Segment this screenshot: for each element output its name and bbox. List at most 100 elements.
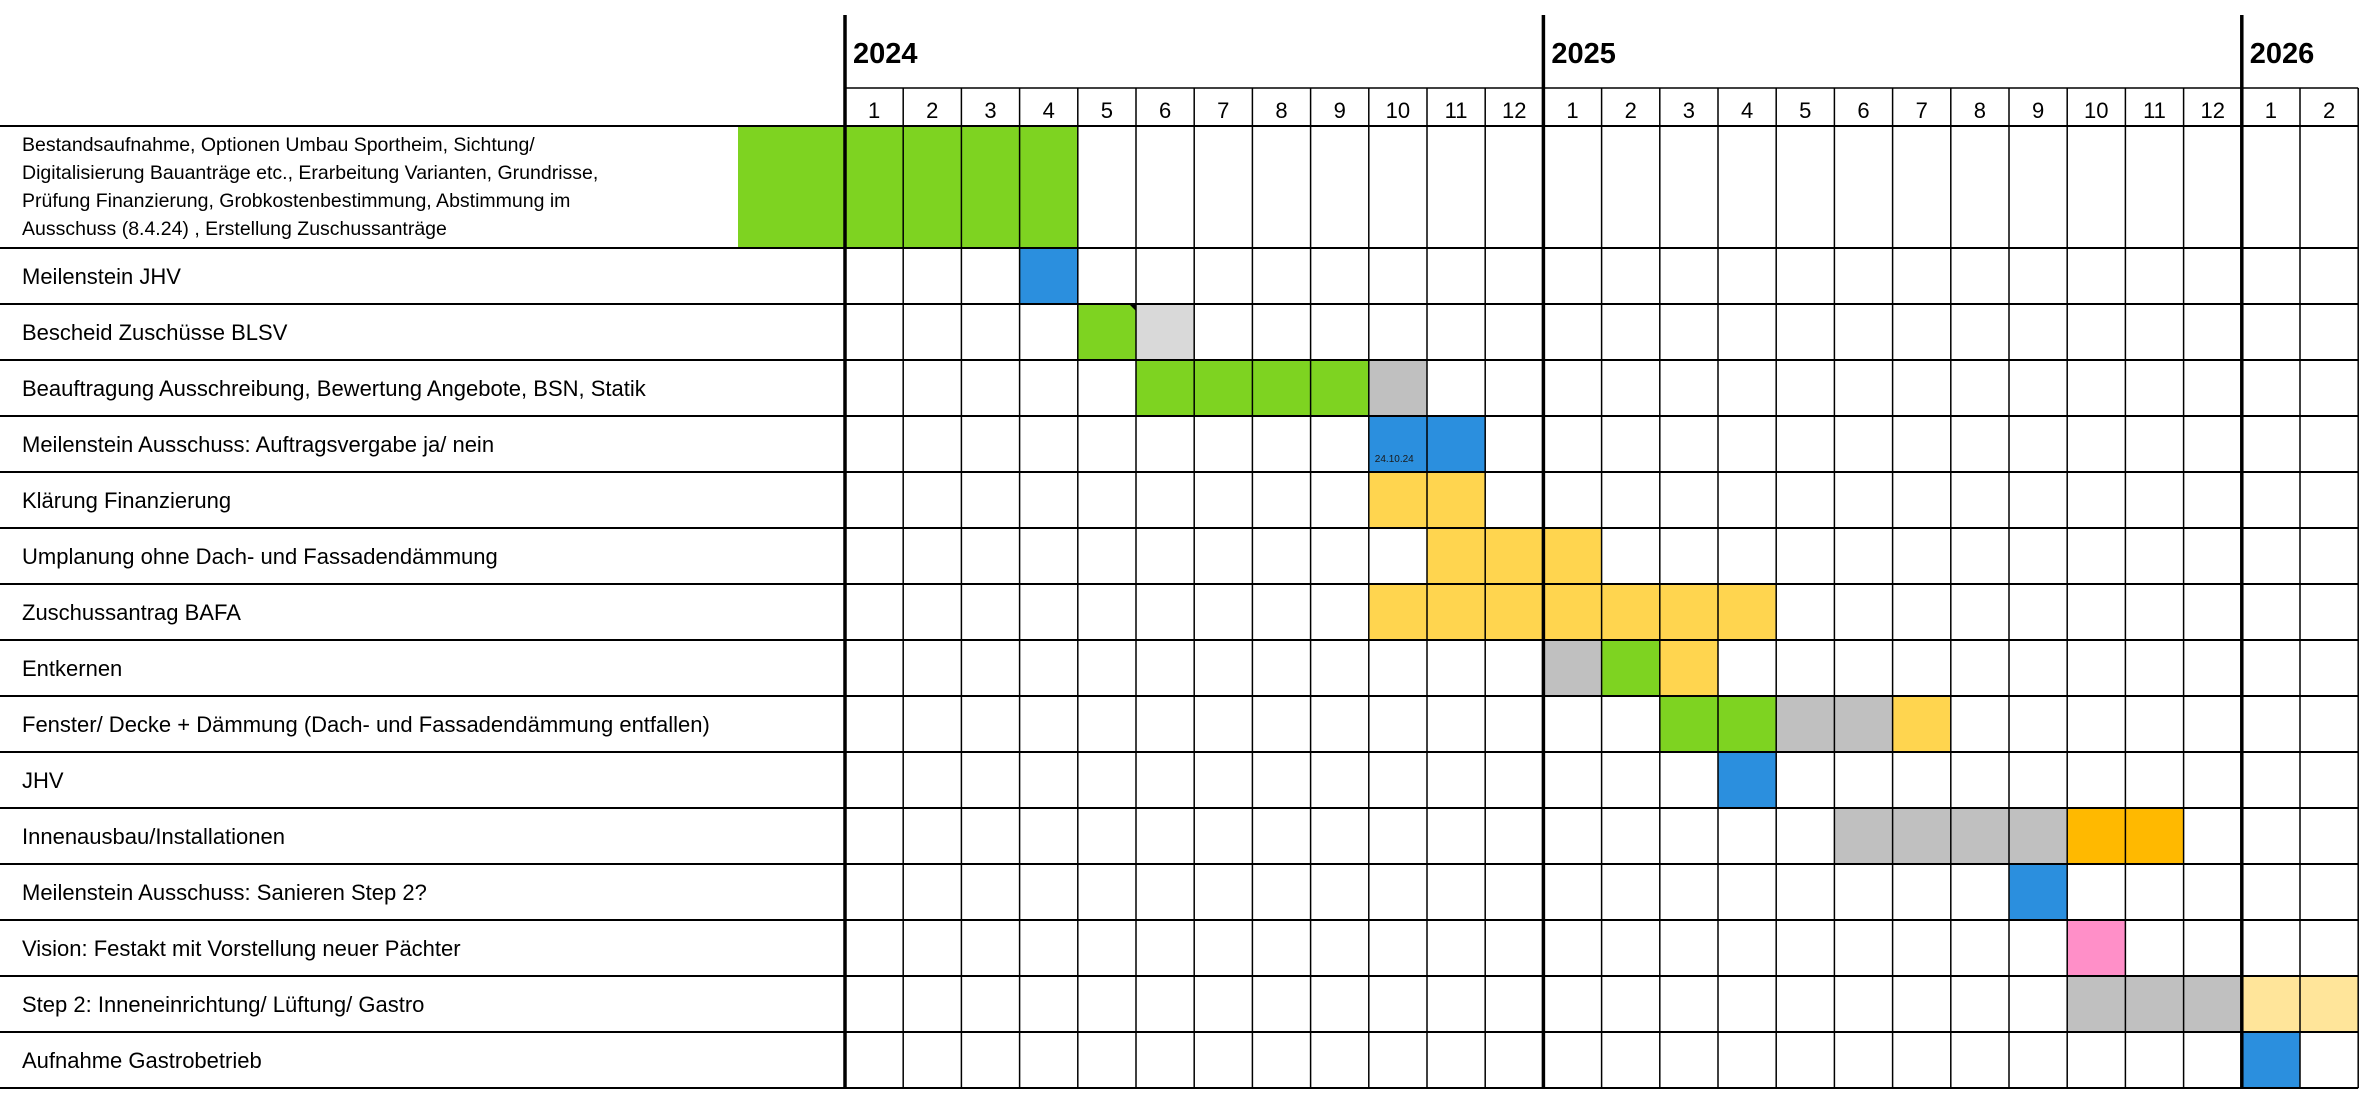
month-label: 5 bbox=[1101, 98, 1113, 123]
task-label: Fenster/ Decke + Dämmung (Dach- und Fass… bbox=[22, 712, 710, 737]
gantt-cell bbox=[1659, 584, 1718, 640]
gantt-cell bbox=[1136, 304, 1195, 360]
month-label: 9 bbox=[1334, 98, 1346, 123]
cells-layer bbox=[738, 126, 2359, 1088]
gantt-cell bbox=[1543, 640, 1602, 696]
gantt-cell bbox=[961, 126, 1020, 248]
gantt-cell bbox=[1659, 640, 1718, 696]
gantt-cell bbox=[2183, 976, 2242, 1032]
month-label: 7 bbox=[1916, 98, 1928, 123]
task-label-line: Digitalisierung Bauanträge etc., Erarbei… bbox=[22, 162, 598, 184]
gantt-cell bbox=[1427, 584, 1486, 640]
gantt-cell bbox=[1019, 248, 1078, 304]
gantt-cell bbox=[2300, 976, 2359, 1032]
month-label: 3 bbox=[984, 98, 996, 123]
gantt-cell bbox=[1834, 808, 1893, 864]
gantt-cell bbox=[2125, 976, 2184, 1032]
year-label: 2025 bbox=[1551, 38, 1616, 70]
gantt-cell bbox=[1368, 416, 1427, 472]
month-label: 9 bbox=[2032, 98, 2044, 123]
gantt-cell bbox=[1601, 640, 1660, 696]
task-label: Entkernen bbox=[22, 656, 122, 681]
month-label: 1 bbox=[1566, 98, 1578, 123]
month-label: 1 bbox=[2265, 98, 2277, 123]
gantt-cell bbox=[845, 126, 904, 248]
gantt-cell bbox=[2009, 808, 2068, 864]
gantt-cell bbox=[1368, 584, 1427, 640]
gantt-cell bbox=[2241, 1032, 2300, 1088]
gantt-cell bbox=[1427, 416, 1486, 472]
cell-note: 24.10.24 bbox=[1375, 454, 1414, 465]
gantt-cell bbox=[2241, 976, 2300, 1032]
gantt-cell bbox=[1427, 472, 1486, 528]
task-label-fill bbox=[738, 126, 845, 248]
task-label: JHV bbox=[22, 768, 64, 793]
task-label: Zuschussantrag BAFA bbox=[22, 600, 241, 625]
gantt-cell bbox=[1892, 696, 1951, 752]
gantt-cell bbox=[1950, 808, 2009, 864]
month-label: 4 bbox=[1741, 98, 1753, 123]
gantt-cell bbox=[1543, 528, 1602, 584]
month-label: 2 bbox=[1625, 98, 1637, 123]
month-label: 1 bbox=[868, 98, 880, 123]
task-label: Vision: Festakt mit Vorstellung neuer Pä… bbox=[22, 936, 461, 961]
month-label: 4 bbox=[1043, 98, 1055, 123]
task-label-line: Prüfung Finanzierung, Grobkostenbestimmu… bbox=[22, 190, 570, 212]
gantt-cell bbox=[1310, 360, 1369, 416]
gantt-cell bbox=[1368, 360, 1427, 416]
gantt-cell bbox=[1485, 528, 1544, 584]
gantt-cell bbox=[2067, 920, 2126, 976]
month-label: 8 bbox=[1974, 98, 1986, 123]
gantt-cell bbox=[1834, 696, 1893, 752]
year-label: 2024 bbox=[853, 38, 918, 70]
month-label: 10 bbox=[2084, 98, 2108, 123]
month-label: 3 bbox=[1683, 98, 1695, 123]
gantt-cell bbox=[1136, 360, 1195, 416]
month-label: 11 bbox=[2143, 98, 2166, 123]
task-label: Meilenstein JHV bbox=[22, 264, 181, 289]
task-label: Klärung Finanzierung bbox=[22, 488, 231, 513]
gantt-cell bbox=[1252, 360, 1311, 416]
gantt-cell bbox=[903, 126, 962, 248]
task-label: Umplanung ohne Dach- und Fassadendämmung bbox=[22, 544, 498, 569]
gantt-cell bbox=[1718, 752, 1777, 808]
grid-layer bbox=[0, 15, 2359, 1089]
gantt-cell bbox=[2067, 976, 2126, 1032]
gantt-cell bbox=[1077, 304, 1136, 360]
gantt-cell bbox=[2125, 808, 2184, 864]
task-label: Bescheid Zuschüsse BLSV bbox=[22, 320, 288, 345]
task-label: Meilenstein Ausschuss: Sanieren Step 2? bbox=[22, 880, 427, 905]
gantt-cell bbox=[1718, 696, 1777, 752]
month-label: 2 bbox=[926, 98, 938, 123]
year-label: 2026 bbox=[2250, 38, 2315, 70]
gantt-cell bbox=[1368, 472, 1427, 528]
task-label-line: Ausschuss (8.4.24) , Erstellung Zuschuss… bbox=[22, 218, 447, 240]
month-label: 12 bbox=[2200, 98, 2224, 123]
task-label: Step 2: Inneneinrichtung/ Lüftung/ Gastr… bbox=[22, 992, 424, 1017]
month-label: 11 bbox=[1445, 98, 1468, 123]
task-label: Aufnahme Gastrobetrieb bbox=[22, 1048, 262, 1073]
task-label-line: Bestandsaufnahme, Optionen Umbau Sporthe… bbox=[22, 134, 535, 156]
gantt-cell bbox=[1194, 360, 1253, 416]
month-label: 8 bbox=[1275, 98, 1287, 123]
gantt-cell bbox=[1543, 584, 1602, 640]
month-label: 7 bbox=[1217, 98, 1229, 123]
month-label: 10 bbox=[1386, 98, 1410, 123]
gantt-cell bbox=[1718, 584, 1777, 640]
task-label: Meilenstein Ausschuss: Auftragsvergabe j… bbox=[22, 432, 494, 457]
month-label: 6 bbox=[1159, 98, 1171, 123]
month-label: 6 bbox=[1857, 98, 1869, 123]
corner-marker bbox=[1129, 304, 1136, 311]
gantt-cell bbox=[1892, 808, 1951, 864]
gantt-cell bbox=[1485, 584, 1544, 640]
task-label: Innenausbau/Installationen bbox=[22, 824, 285, 849]
gantt-cell bbox=[2067, 808, 2126, 864]
gantt-cell bbox=[1659, 696, 1718, 752]
month-label: 5 bbox=[1799, 98, 1811, 123]
gantt-cell bbox=[1019, 126, 1078, 248]
gantt-cell bbox=[1427, 528, 1486, 584]
gantt-cell bbox=[1601, 584, 1660, 640]
month-label: 2 bbox=[2323, 98, 2335, 123]
